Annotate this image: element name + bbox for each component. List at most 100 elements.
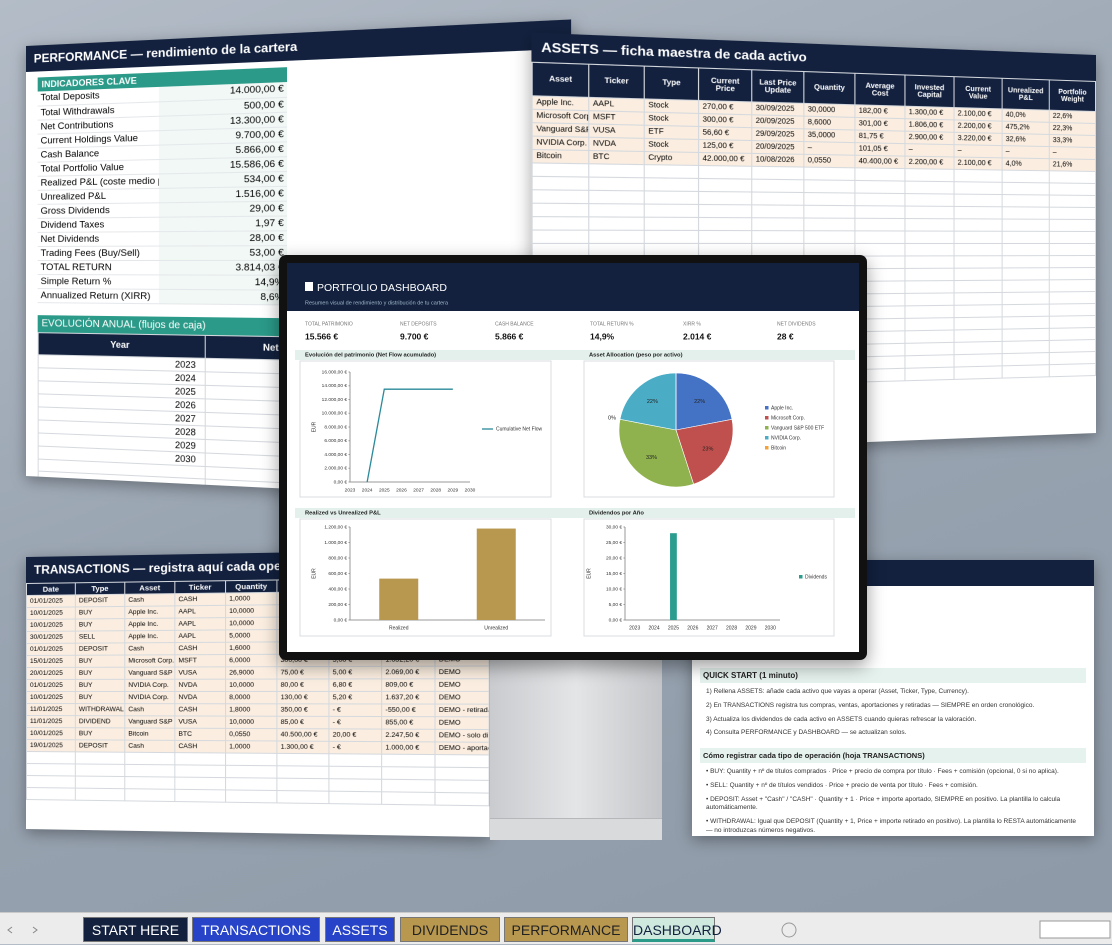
- x-tick-label: 2023: [629, 625, 640, 631]
- x-tick-label: 2029: [745, 625, 756, 631]
- legend-swatch: [765, 426, 769, 430]
- x-tick-label: 2027: [413, 487, 424, 493]
- x-tick-label: 2024: [649, 625, 660, 631]
- y-tick-label: 25,00 €: [606, 540, 622, 546]
- column-header: Current Value: [954, 76, 1003, 109]
- empty-cell: [904, 317, 955, 331]
- kpi-value: 15.566 €: [305, 331, 338, 341]
- empty-cell: [532, 162, 589, 178]
- x-tick-label: 2025: [668, 625, 679, 631]
- y-tick-label: 200,00 €: [328, 602, 347, 608]
- cell: 29/09/2025: [751, 127, 804, 142]
- cell: –: [904, 143, 955, 157]
- cell: BUY: [75, 618, 125, 632]
- empty-cell: [124, 776, 175, 790]
- row: 10/01/2025 BUY NVIDIA Corp. NVDA 8,0000 130,0…: [26, 691, 490, 705]
- sheet-tab[interactable]: DASHBOARD: [632, 917, 722, 942]
- cell: 1.300,00 €: [276, 740, 329, 754]
- sheet-tab[interactable]: ASSETS: [325, 917, 395, 942]
- empty-cell: [588, 230, 645, 244]
- empty-cell: [854, 180, 905, 194]
- empty-cell: [26, 763, 76, 777]
- empty-cell: [698, 217, 752, 231]
- cell: 11/01/2025: [26, 715, 76, 728]
- empty-cell: [954, 206, 1003, 220]
- empty-cell: [434, 754, 490, 768]
- column-header: Ticker: [174, 580, 226, 594]
- empty-cell: [75, 763, 125, 777]
- empty-cell: [954, 316, 1003, 330]
- empty-cell: [1049, 243, 1096, 256]
- cell: 270,00 €: [698, 100, 752, 115]
- column-header: Current Price: [698, 67, 752, 102]
- bar: [379, 578, 419, 620]
- cell: BUY: [75, 667, 125, 680]
- empty-cell: [1049, 303, 1096, 317]
- cell: 300,00 €: [698, 113, 752, 128]
- slice-label: 22%: [647, 399, 658, 405]
- cell: 1,0000: [225, 592, 277, 606]
- cell: 1.516,00 €: [158, 185, 288, 203]
- cell: 10/01/2025: [26, 691, 76, 704]
- cell: 11/01/2025: [26, 703, 76, 716]
- x-tick-label: Unrealized: [484, 625, 508, 631]
- y-tick-label: 800,00 €: [328, 555, 347, 561]
- empty-cell: [1002, 316, 1050, 330]
- sheet-tab[interactable]: DIVIDENDS: [400, 917, 500, 942]
- y-tick-label: 1.200,00 €: [324, 524, 347, 530]
- y-tick-label: 600,00 €: [328, 571, 347, 577]
- cell: 53,00 €: [158, 245, 288, 260]
- empty-cell: [854, 193, 905, 207]
- empty-cell: [1002, 255, 1050, 268]
- chart-title: Dividendos por Año: [589, 511, 644, 517]
- x-tick-label: 2026: [396, 487, 407, 493]
- empty-cell: [751, 204, 804, 218]
- empty-cell: [1002, 194, 1050, 208]
- empty-cell: [904, 292, 955, 306]
- cell: Stock: [644, 138, 699, 153]
- y-tick-label: 16.000,00 €: [322, 369, 348, 375]
- empty-cell: [954, 255, 1003, 269]
- y-tick-label: 0,00 €: [334, 479, 348, 485]
- legend-label: Cumulative Net Flow: [496, 426, 543, 432]
- x-tick-label: 2023: [345, 487, 356, 493]
- monitor: PORTFOLIO DASHBOARD Resumen visual de ren…: [279, 255, 867, 660]
- cell: 1,0000: [225, 740, 277, 754]
- empty-cell: [75, 776, 125, 789]
- column-header: Asset: [532, 62, 589, 98]
- cell: 2.200,00 €: [904, 156, 955, 170]
- empty-cell: [1002, 231, 1050, 244]
- x-tick-label: 2024: [362, 487, 373, 493]
- add-sheet: [781, 922, 797, 938]
- cell: Cash: [124, 703, 175, 716]
- cell: DEPOSIT: [75, 594, 125, 607]
- cell: MSFT: [588, 110, 645, 126]
- column-header: Portfolio Weight: [1049, 79, 1096, 112]
- screen: PORTFOLIO DASHBOARD Resumen visual de ren…: [287, 263, 859, 652]
- y-axis-label: EUR: [586, 568, 592, 579]
- empty-cell: [954, 194, 1003, 207]
- empty-cell: [751, 230, 804, 244]
- empty-cell: [1002, 182, 1050, 196]
- kpi-table: Total Deposits 14.000,00 € Total Withdrawa…: [37, 82, 288, 305]
- sheet-tab[interactable]: TRANSACTIONS: [192, 917, 320, 942]
- section-heading: QUICK START (1 minuto): [700, 668, 1086, 683]
- cell: 40,0%: [1002, 108, 1050, 123]
- cell: VUSA: [174, 715, 226, 729]
- empty-cell: [328, 753, 382, 767]
- y-tick-label: 6.000,00 €: [324, 438, 347, 444]
- empty-cell: [904, 255, 955, 269]
- y-axis-label: EUR: [311, 421, 317, 432]
- empty-cell: [276, 790, 329, 804]
- y-tick-label: 5,00 €: [609, 602, 623, 608]
- dashboard: PORTFOLIO DASHBOARD Resumen visual de ren…: [287, 263, 859, 637]
- monitor-stand: [490, 660, 662, 840]
- cell: Crypto: [644, 151, 699, 166]
- kpi-label: TOTAL PATRIMONIO: [305, 321, 353, 327]
- cell: DEMO: [434, 691, 490, 705]
- empty-cell: [803, 205, 855, 219]
- empty-cell: [1049, 182, 1096, 196]
- kpi-label: XIRR %: [683, 321, 701, 327]
- sheet-tab[interactable]: PERFORMANCE: [504, 917, 628, 942]
- sheet-tab[interactable]: START HERE: [83, 917, 188, 942]
